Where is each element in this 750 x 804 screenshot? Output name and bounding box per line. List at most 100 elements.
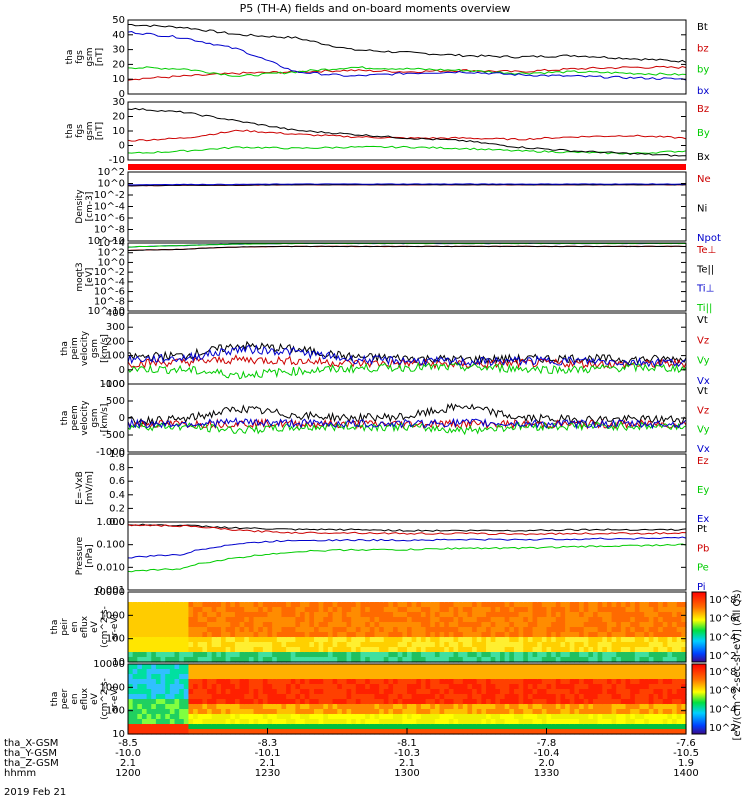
heatmap-cell: [216, 679, 222, 685]
heatmap-cell: [630, 714, 636, 720]
heatmap-cell: [500, 637, 506, 643]
heatmap-cell: [244, 657, 250, 663]
heatmap-cell: [341, 669, 348, 675]
heatmap-cell: [407, 612, 413, 618]
heatmap-cell: [332, 652, 338, 658]
heatmap-cell: [630, 709, 636, 715]
heatmap-cell: [221, 714, 227, 720]
heatmap-cell: [620, 607, 627, 613]
heatmap-cell: [527, 612, 534, 618]
ylabel-line: eflux: [80, 615, 90, 638]
heatmap-cell: [448, 664, 455, 670]
heatmap-cell: [444, 669, 450, 675]
heatmap-cell: [476, 704, 482, 710]
heatmap-cell: [351, 617, 357, 623]
heatmap-cell: [332, 612, 338, 618]
heatmap-cell: [267, 689, 273, 695]
heatmap-cell: [676, 704, 682, 710]
ylabel-group: tha fgs gsm [nT]: [65, 121, 105, 140]
heatmap-cell: [272, 637, 278, 643]
heatmap-cell: [551, 684, 557, 690]
heatmap-cell: [648, 664, 655, 670]
heatmap-cell: [253, 684, 259, 690]
legend-bx: bx: [697, 86, 709, 97]
heatmap-cell: [625, 652, 631, 658]
heatmap-cell: [527, 602, 534, 608]
heatmap-cell: [239, 704, 245, 710]
heatmap-cell: [304, 724, 310, 730]
heatmap-cell: [295, 679, 301, 685]
ylabel-line: sr-eV): [110, 614, 120, 640]
ytick-label: 0.6: [109, 476, 125, 487]
heatmap-cell: [453, 684, 459, 690]
heatmap-cell: [653, 647, 659, 653]
heatmap-cell: [258, 627, 264, 633]
heatmap-cell: [286, 652, 292, 658]
heatmap-cell: [160, 622, 166, 628]
heatmap-cell: [416, 612, 422, 618]
heatmap-cell: [611, 632, 617, 638]
heatmap-cell: [500, 694, 506, 700]
heatmap-cell: [425, 592, 431, 598]
heatmap-cell: [188, 724, 194, 730]
heatmap-cell: [327, 689, 334, 695]
ylabel-group: tha peim velocity gsm [km/s]: [60, 330, 110, 366]
heatmap-cell: [504, 699, 510, 705]
heatmap-cell: [309, 669, 315, 675]
heatmap-cell: [500, 709, 506, 715]
heatmap-cell: [155, 709, 162, 715]
heatmap-cell: [532, 637, 538, 643]
heatmap-cell: [611, 714, 617, 720]
heatmap-cell: [327, 724, 334, 730]
heatmap-cell: [402, 719, 408, 725]
heatmap-cell: [532, 622, 538, 628]
heatmap-cell: [141, 709, 148, 715]
heatmap-cell: [318, 704, 324, 710]
heatmap-cell: [495, 607, 501, 613]
heatmap-cell: [434, 669, 441, 675]
heatmap-cell: [230, 679, 236, 685]
heatmap-cell: [681, 622, 687, 628]
heatmap-cell: [490, 647, 496, 653]
heatmap-cell: [583, 669, 589, 675]
heatmap-cell: [462, 684, 469, 690]
heatmap-cell: [411, 724, 417, 730]
heatmap-cell: [388, 679, 394, 685]
heatmap-cell: [467, 647, 473, 653]
heatmap-cell: [407, 719, 413, 725]
heatmap-cell: [262, 664, 269, 670]
heatmap-cell: [221, 724, 227, 730]
heatmap-cell: [658, 719, 664, 725]
heatmap-cell: [337, 674, 343, 680]
heatmap-cell: [332, 689, 338, 695]
heatmap-cell: [155, 657, 162, 663]
heatmap-cell: [360, 714, 366, 720]
heatmap-cell: [588, 709, 594, 715]
heatmap-cell: [555, 714, 562, 720]
heatmap-cell: [286, 597, 292, 603]
heatmap-cell: [188, 664, 194, 670]
heatmap-cell: [551, 597, 557, 603]
heatmap-cell: [174, 724, 180, 730]
heatmap-cell: [314, 632, 320, 638]
heatmap-cell: [630, 664, 636, 670]
heatmap-cell: [393, 607, 399, 613]
heatmap-cell: [258, 612, 264, 618]
heatmap-cell: [486, 709, 492, 715]
heatmap-cell: [388, 704, 394, 710]
colorbar-1: [691, 591, 707, 663]
heatmap-cell: [593, 637, 599, 643]
heatmap-cell: [667, 669, 673, 675]
heatmap-cell: [658, 679, 664, 685]
heatmap-cell: [495, 704, 501, 710]
heatmap-cell: [379, 724, 385, 730]
heatmap-cell: [132, 719, 138, 725]
heatmap-cell: [453, 699, 459, 705]
heatmap-cell: [462, 632, 469, 638]
heatmap-cell: [379, 602, 385, 608]
heatmap-cell: [597, 642, 603, 648]
legend-Npot: Npot: [697, 233, 721, 244]
heatmap-cell: [151, 607, 157, 613]
heatmap-cell: [248, 647, 255, 653]
heatmap-cell: [379, 597, 385, 603]
